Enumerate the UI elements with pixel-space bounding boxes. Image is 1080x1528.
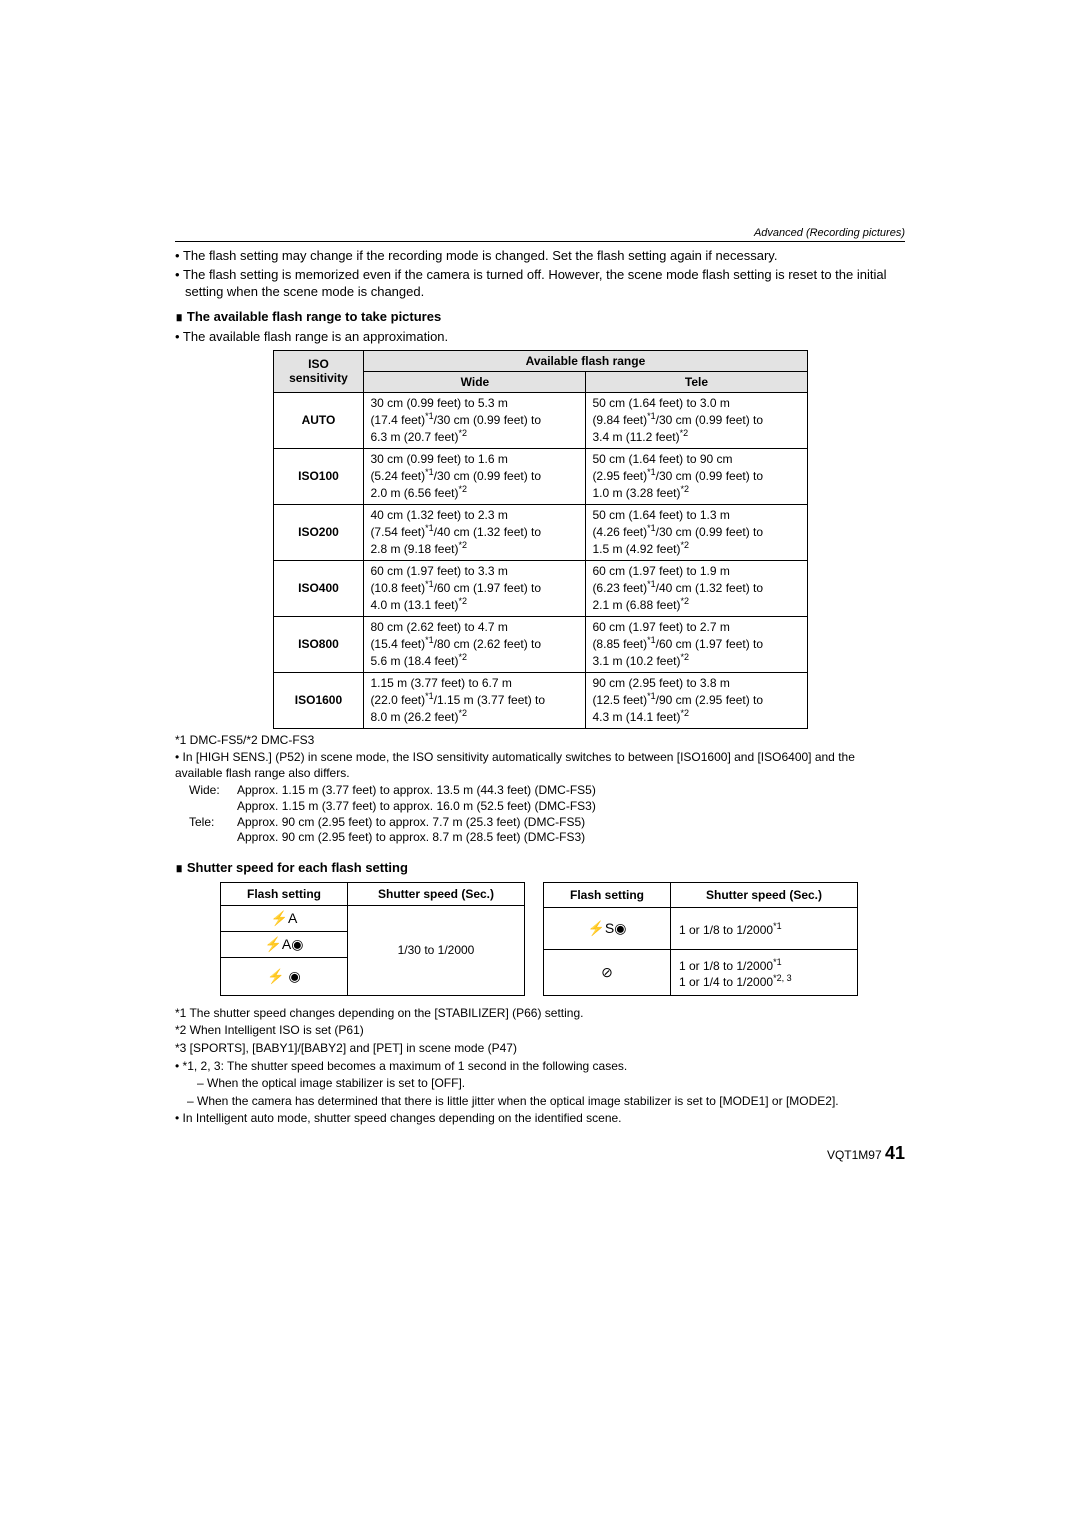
shutter-table-right: Flash setting Shutter speed (Sec.) ⚡S◉ 1… xyxy=(543,882,858,996)
fn5: • In Intelligent auto mode, shutter spee… xyxy=(175,1111,905,1127)
tele-label: Tele: xyxy=(189,815,237,831)
sr-head2: Shutter speed (Sec.) xyxy=(671,882,858,907)
wide-cell: 30 cm (0.99 feet) to 5.3 m(17.4 feet)*1/… xyxy=(364,392,586,448)
tele-cell: 50 cm (1.64 feet) to 90 cm(2.95 feet)*1/… xyxy=(586,448,807,504)
flash-on-redeye-icon: ⚡ ◉ xyxy=(221,957,348,995)
iso-cell: ISO800 xyxy=(273,616,364,672)
page-content: Advanced (Recording pictures) • The flas… xyxy=(175,0,905,1224)
sl-head2: Shutter speed (Sec.) xyxy=(348,882,525,905)
tele-cell: 50 cm (1.64 feet) to 3.0 m(9.84 feet)*1/… xyxy=(586,392,807,448)
tele-cell: 50 cm (1.64 feet) to 1.3 m(4.26 feet)*1/… xyxy=(586,504,807,560)
tele-cell: 60 cm (1.97 feet) to 2.7 m(8.85 feet)*1/… xyxy=(586,616,807,672)
flash-slow-redeye-icon: ⚡S◉ xyxy=(544,908,671,950)
wide-line1: Approx. 1.15 m (3.77 feet) to approx. 13… xyxy=(237,783,596,799)
intro-bullet-2-text: The flash setting is memorized even if t… xyxy=(183,267,887,299)
iso-cell: ISO100 xyxy=(273,448,364,504)
wide-cell: 60 cm (1.97 feet) to 3.3 m(10.8 feet)*1/… xyxy=(364,560,586,616)
shutter-table-left: Flash setting Shutter speed (Sec.) ⚡A 1/… xyxy=(220,882,525,996)
range-list: Wide:Approx. 1.15 m (3.77 feet) to appro… xyxy=(189,783,905,845)
th-range: Available flash range xyxy=(364,350,807,371)
tele-cell: 60 cm (1.97 feet) to 1.9 m(6.23 feet)*1/… xyxy=(586,560,807,616)
shutter-tables: Flash setting Shutter speed (Sec.) ⚡A 1/… xyxy=(220,882,860,996)
section-header: Advanced (Recording pictures) xyxy=(175,227,905,242)
th-iso: ISO sensitivity xyxy=(273,350,364,392)
wide-cell: 40 cm (1.32 feet) to 2.3 m(7.54 feet)*1/… xyxy=(364,504,586,560)
section1-note: • The available flash range is an approx… xyxy=(175,329,905,346)
page-number: 41 xyxy=(885,1143,905,1163)
table-row: AUTO30 cm (0.99 feet) to 5.3 m(17.4 feet… xyxy=(273,392,807,448)
th-tele: Tele xyxy=(586,371,807,392)
tele-line1: Approx. 90 cm (2.95 feet) to approx. 7.7… xyxy=(237,815,585,831)
wide-label: Wide: xyxy=(189,783,237,799)
table-row: ISO20040 cm (1.32 feet) to 2.3 m(7.54 fe… xyxy=(273,504,807,560)
sr-speed2b-sup: *2, 3 xyxy=(773,973,792,983)
sr-speed1-txt: 1 or 1/8 to 1/2000 xyxy=(679,923,773,937)
table-row: ISO80080 cm (2.62 feet) to 4.7 m(15.4 fe… xyxy=(273,616,807,672)
sl-head1: Flash setting xyxy=(221,882,348,905)
table-row: ISO10030 cm (0.99 feet) to 1.6 m(5.24 fe… xyxy=(273,448,807,504)
wide-cell: 1.15 m (3.77 feet) to 6.7 m(22.0 feet)*1… xyxy=(364,672,586,728)
sr-speed1: 1 or 1/8 to 1/2000*1 xyxy=(671,908,858,950)
fn4a: • *1, 2, 3: The shutter speed becomes a … xyxy=(175,1059,905,1075)
tele-cell: 90 cm (2.95 feet) to 3.8 m(12.5 feet)*1/… xyxy=(586,672,807,728)
iso-cell: ISO200 xyxy=(273,504,364,560)
section2-title: ∎ Shutter speed for each flash setting xyxy=(175,860,905,876)
sr-speed1-sup: *1 xyxy=(773,921,782,931)
iso-cell: ISO400 xyxy=(273,560,364,616)
fn2: *2 When Intelligent ISO is set (P61) xyxy=(175,1023,905,1039)
footnote-highsens: • In [HIGH SENS.] (P52) in scene mode, t… xyxy=(175,750,905,781)
sr-speed2a-sup: *1 xyxy=(773,957,782,967)
fn4b: – When the optical image stabilizer is s… xyxy=(175,1076,905,1092)
intro-bullet-1-text: The flash setting may change if the reco… xyxy=(183,248,778,263)
flash-auto-redeye-icon: ⚡A◉ xyxy=(221,931,348,957)
intro-bullet-2: • The flash setting is memorized even if… xyxy=(175,267,905,301)
th-wide: Wide xyxy=(364,371,586,392)
intro-bullet-1: • The flash setting may change if the re… xyxy=(175,248,905,265)
flash-range-table: ISO sensitivity Available flash range Wi… xyxy=(273,350,808,729)
sr-head1: Flash setting xyxy=(544,882,671,907)
doc-code: VQT1M97 xyxy=(827,1148,882,1162)
sr-speed2a-txt: 1 or 1/8 to 1/2000 xyxy=(679,959,773,973)
wide-line2: Approx. 1.15 m (3.77 feet) to approx. 16… xyxy=(237,799,596,815)
wide-cell: 80 cm (2.62 feet) to 4.7 m(15.4 feet)*1/… xyxy=(364,616,586,672)
flash-auto-icon: ⚡A xyxy=(221,905,348,931)
table-row: ISO16001.15 m (3.77 feet) to 6.7 m(22.0 … xyxy=(273,672,807,728)
fn4c: – When the camera has determined that th… xyxy=(175,1094,905,1110)
table-row: ISO40060 cm (1.97 feet) to 3.3 m(10.8 fe… xyxy=(273,560,807,616)
page-footer: VQT1M97 41 xyxy=(175,1143,905,1164)
sl-speed: 1/30 to 1/2000 xyxy=(348,905,525,995)
footnote-model: *1 DMC-FS5/*2 DMC-FS3 xyxy=(175,733,905,749)
fn3: *3 [SPORTS], [BABY1]/[BABY2] and [PET] i… xyxy=(175,1041,905,1057)
sr-speed2: 1 or 1/8 to 1/2000*1 1 or 1/4 to 1/2000*… xyxy=(671,950,858,995)
tele-line2: Approx. 90 cm (2.95 feet) to approx. 8.7… xyxy=(237,830,585,846)
iso-cell: ISO1600 xyxy=(273,672,364,728)
wide-cell: 30 cm (0.99 feet) to 1.6 m(5.24 feet)*1/… xyxy=(364,448,586,504)
fn1: *1 The shutter speed changes depending o… xyxy=(175,1006,905,1022)
flash-off-icon: ⊘ xyxy=(544,950,671,995)
iso-cell: AUTO xyxy=(273,392,364,448)
section1-title: ∎ The available flash range to take pict… xyxy=(175,309,905,325)
sr-speed2b-txt: 1 or 1/4 to 1/2000 xyxy=(679,975,773,989)
